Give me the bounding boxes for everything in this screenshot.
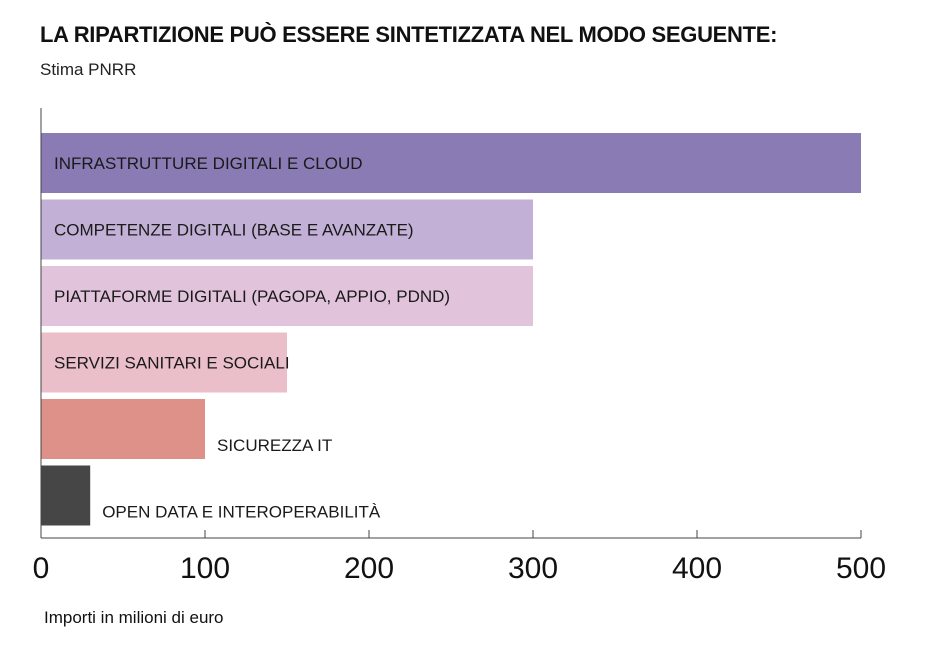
x-tick-label-3: 300: [508, 552, 558, 585]
bar-4: [41, 399, 205, 459]
bars-layer: INFRASTRUTTURE DIGITALI E CLOUD COMPETENZ…: [41, 133, 861, 526]
bar-label-1: COMPETENZE DIGITALI (BASE E AVANZATE): [54, 221, 414, 240]
bar-label-3: SERVIZI SANITARI E SOCIALI: [54, 354, 290, 373]
bar-0: [41, 133, 861, 193]
x-tick-label-5: 500: [836, 552, 886, 585]
bar-label-2: PIATTAFORME DIGITALI (PAGOPA, APPIO, PDN…: [54, 287, 450, 306]
bar-5: [41, 465, 91, 526]
x-tick-label-2: 200: [344, 552, 394, 585]
x-tick-label-0: 0: [33, 552, 50, 585]
x-tick-label-1: 100: [180, 552, 230, 585]
bar-label-4: SICUREZZA IT: [217, 436, 332, 455]
x-axis-label: Importi in milioni di euro: [44, 608, 224, 627]
bar-2: [41, 266, 533, 326]
chart-subtitle: Stima PNRR: [40, 60, 137, 79]
ticks-layer: 0 100 200 300 400 500: [33, 530, 886, 585]
chart-title: LA RIPARTIZIONE PUÒ ESSERE SINTETIZZATA …: [40, 22, 778, 47]
bar-label-0: INFRASTRUTTURE DIGITALI E CLOUD: [54, 154, 363, 173]
x-tick-label-4: 400: [672, 552, 722, 585]
bar-1: [41, 199, 533, 260]
bar-label-5: OPEN DATA E INTEROPERABILITÀ: [102, 503, 381, 522]
bar-3: [41, 332, 287, 393]
